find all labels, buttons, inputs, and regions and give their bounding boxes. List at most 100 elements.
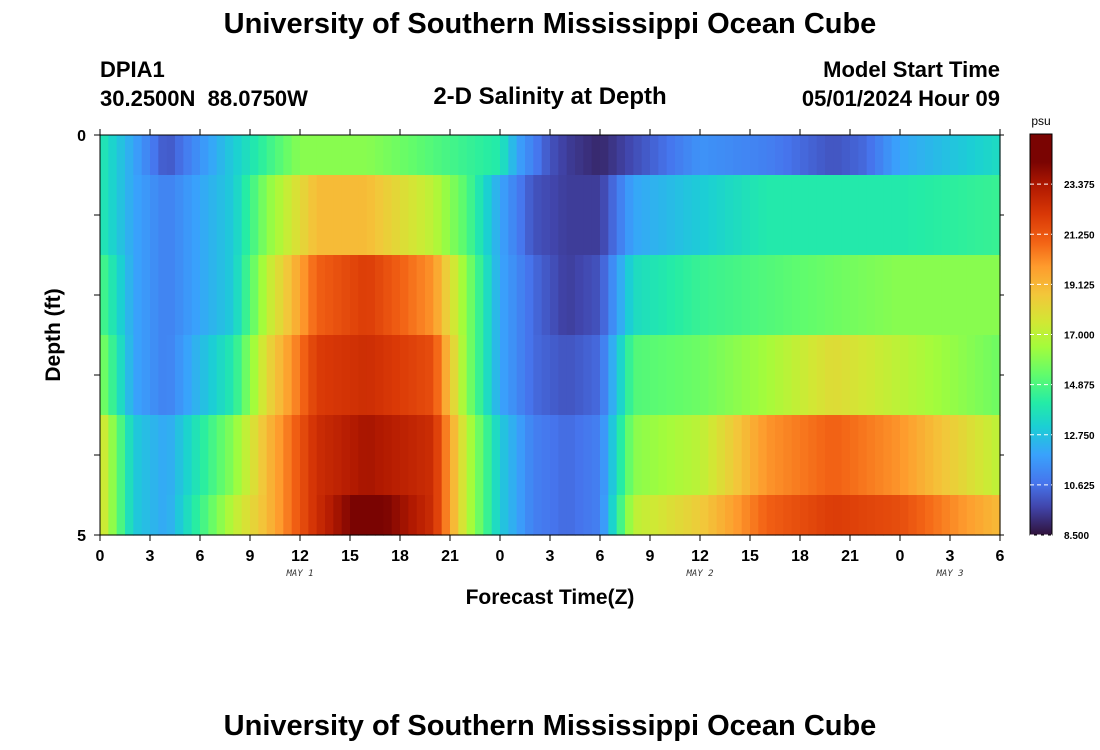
heatmap-cell bbox=[300, 335, 309, 416]
heatmap-cell bbox=[466, 495, 476, 536]
heatmap-cell bbox=[250, 495, 259, 536]
heatmap-cell bbox=[675, 255, 684, 336]
heatmap-cell bbox=[658, 135, 668, 176]
heatmap-cell bbox=[858, 335, 868, 416]
x-tick-label: 15 bbox=[341, 548, 359, 565]
heatmap-cell bbox=[575, 255, 584, 336]
heatmap-cell bbox=[508, 495, 518, 536]
heatmap-cell bbox=[983, 335, 993, 416]
heatmap-cell bbox=[416, 255, 426, 336]
x-tick-label: 3 bbox=[946, 548, 955, 565]
heatmap-cell bbox=[925, 255, 934, 336]
heatmap-cell bbox=[175, 495, 184, 536]
heatmap-cell bbox=[816, 495, 826, 536]
heatmap-cell bbox=[200, 175, 209, 256]
heatmap-cell bbox=[908, 175, 918, 256]
heatmap-cell bbox=[491, 255, 501, 336]
heatmap-cell bbox=[558, 175, 568, 256]
heatmap-cell bbox=[608, 415, 618, 496]
heatmap-cell bbox=[550, 495, 559, 536]
heatmap-cell bbox=[541, 255, 551, 336]
heatmap-cell bbox=[941, 255, 951, 336]
heatmap-cell bbox=[116, 415, 126, 496]
heatmap-cell bbox=[150, 335, 159, 416]
heatmap-cell bbox=[825, 335, 834, 416]
heatmap-cell bbox=[483, 255, 493, 336]
heatmap-cell bbox=[975, 135, 984, 176]
heatmap-cell bbox=[400, 415, 409, 496]
heatmap-cell bbox=[483, 175, 493, 256]
heatmap-cell bbox=[266, 495, 276, 536]
heatmap-cell bbox=[616, 335, 626, 416]
heatmap-cell bbox=[291, 175, 301, 256]
heatmap-cell bbox=[208, 255, 218, 336]
heatmap-cell bbox=[266, 175, 276, 256]
heatmap-cell bbox=[166, 175, 176, 256]
heatmap-cell bbox=[600, 175, 609, 256]
heatmap-cell bbox=[633, 135, 643, 176]
heatmap-cell bbox=[608, 255, 618, 336]
heatmap-cell bbox=[341, 175, 351, 256]
heatmap-cell bbox=[175, 335, 184, 416]
heatmap-cell bbox=[591, 335, 601, 416]
heatmap-cell bbox=[941, 175, 951, 256]
colorbar-tick-label: 12.750 bbox=[1064, 431, 1095, 442]
heatmap-cell bbox=[316, 255, 326, 336]
heatmap-cell bbox=[283, 415, 293, 496]
heatmap-cell bbox=[391, 135, 401, 176]
heatmap-cell bbox=[616, 415, 626, 496]
model-start-value: 05/01/2024 Hour 09 bbox=[801, 86, 1000, 111]
heatmap-cell bbox=[933, 135, 943, 176]
heatmap-cell bbox=[241, 415, 251, 496]
heatmap-cell bbox=[900, 175, 909, 256]
heatmap-cell bbox=[766, 135, 776, 176]
heatmap-cell bbox=[775, 255, 784, 336]
heatmap-cell bbox=[316, 175, 326, 256]
heatmap-cell bbox=[608, 135, 618, 176]
heatmap-cell bbox=[291, 495, 301, 536]
heatmap-cell bbox=[491, 335, 501, 416]
heatmap-cell bbox=[733, 255, 743, 336]
heatmap-cell bbox=[500, 335, 509, 416]
heatmap-cell bbox=[383, 335, 393, 416]
heatmap-cell bbox=[950, 495, 959, 536]
heatmap-cell bbox=[433, 255, 443, 336]
heatmap-cell bbox=[241, 135, 251, 176]
heatmap-cell bbox=[816, 175, 826, 256]
heatmap-cell bbox=[775, 335, 784, 416]
heatmap-cell bbox=[283, 175, 293, 256]
heatmap-cell bbox=[108, 255, 118, 336]
heatmap-cell bbox=[833, 175, 843, 256]
heatmap-cell bbox=[375, 175, 384, 256]
x-tick-label: 0 bbox=[896, 548, 905, 565]
heatmap-cell bbox=[208, 175, 218, 256]
heatmap-cell bbox=[466, 135, 476, 176]
heatmap-cell bbox=[166, 415, 176, 496]
heatmap-cell bbox=[608, 175, 618, 256]
heatmap-cell bbox=[491, 495, 501, 536]
heatmap-cell bbox=[175, 135, 184, 176]
heatmap-cell bbox=[450, 495, 459, 536]
heatmap-cell bbox=[400, 255, 409, 336]
heatmap-cell bbox=[633, 335, 643, 416]
heatmap-cell bbox=[291, 415, 301, 496]
heatmap-cell bbox=[350, 175, 359, 256]
heatmap-cell bbox=[116, 495, 126, 536]
heatmap-cell bbox=[341, 495, 351, 536]
plot-title: 2-D Salinity at Depth bbox=[433, 83, 667, 110]
heatmap-cell bbox=[991, 135, 1001, 176]
heatmap-cell bbox=[683, 175, 693, 256]
heatmap-cell bbox=[441, 335, 451, 416]
heatmap-cell bbox=[666, 415, 676, 496]
heatmap-cell bbox=[975, 415, 984, 496]
heatmap-cell bbox=[950, 255, 959, 336]
heatmap-cell bbox=[850, 335, 859, 416]
heatmap-cell bbox=[250, 175, 259, 256]
heatmap-cell bbox=[641, 175, 651, 256]
heatmap-cell bbox=[541, 175, 551, 256]
heatmap-cell bbox=[983, 135, 993, 176]
heatmap-cell bbox=[675, 335, 684, 416]
heatmap-cell bbox=[708, 415, 718, 496]
heatmap-cell bbox=[233, 335, 243, 416]
heatmap-cell bbox=[983, 495, 993, 536]
